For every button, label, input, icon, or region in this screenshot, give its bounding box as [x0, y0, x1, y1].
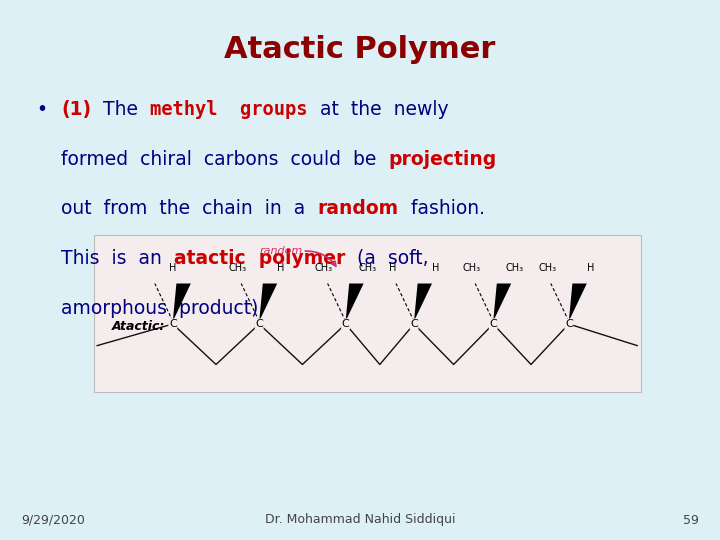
Text: C: C — [169, 319, 176, 329]
Text: 9/29/2020: 9/29/2020 — [22, 514, 86, 526]
Text: out  from  the  chain  in  a: out from the chain in a — [61, 199, 318, 218]
Text: (1): (1) — [61, 100, 91, 119]
Text: random: random — [259, 246, 302, 256]
Text: CH₃: CH₃ — [462, 262, 481, 273]
Text: This  is  an: This is an — [61, 249, 174, 268]
Polygon shape — [346, 284, 364, 321]
Text: CH₃: CH₃ — [505, 262, 524, 273]
Text: atactic  polymer: atactic polymer — [174, 249, 346, 268]
Text: H: H — [169, 262, 176, 273]
Text: random: random — [318, 199, 399, 218]
Text: •: • — [36, 100, 47, 119]
Text: (a  soft,: (a soft, — [346, 249, 429, 268]
Text: 59: 59 — [683, 514, 698, 526]
Text: fashion.: fashion. — [399, 199, 485, 218]
Text: C: C — [410, 319, 418, 329]
Text: at  the  newly: at the newly — [308, 100, 449, 119]
Polygon shape — [173, 284, 191, 321]
Polygon shape — [259, 284, 277, 321]
Text: formed  chiral  carbons  could  be: formed chiral carbons could be — [61, 150, 389, 168]
Text: H: H — [389, 262, 396, 273]
Polygon shape — [569, 284, 587, 321]
Polygon shape — [493, 284, 511, 321]
Text: H: H — [277, 262, 284, 273]
Text: C: C — [490, 319, 497, 329]
Text: Dr. Mohammad Nahid Siddiqui: Dr. Mohammad Nahid Siddiqui — [265, 514, 455, 526]
Text: H: H — [432, 262, 439, 273]
Text: CH₃: CH₃ — [228, 262, 247, 273]
Text: C: C — [256, 319, 263, 329]
Text: C: C — [342, 319, 349, 329]
Text: projecting: projecting — [389, 150, 497, 168]
Text: methyl  groups: methyl groups — [150, 100, 308, 119]
Text: CH₃: CH₃ — [315, 262, 333, 273]
Text: H: H — [587, 262, 594, 273]
Text: CH₃: CH₃ — [538, 262, 557, 273]
Bar — [94, 235, 641, 392]
Text: amorphous  product).: amorphous product). — [61, 299, 264, 318]
FancyArrowPatch shape — [305, 251, 336, 266]
Text: Atactic:: Atactic: — [112, 320, 165, 333]
Text: CH₃: CH₃ — [358, 262, 377, 273]
Text: C: C — [565, 319, 572, 329]
Text: Atactic Polymer: Atactic Polymer — [225, 35, 495, 64]
Polygon shape — [414, 284, 432, 321]
Text: The: The — [91, 100, 150, 119]
